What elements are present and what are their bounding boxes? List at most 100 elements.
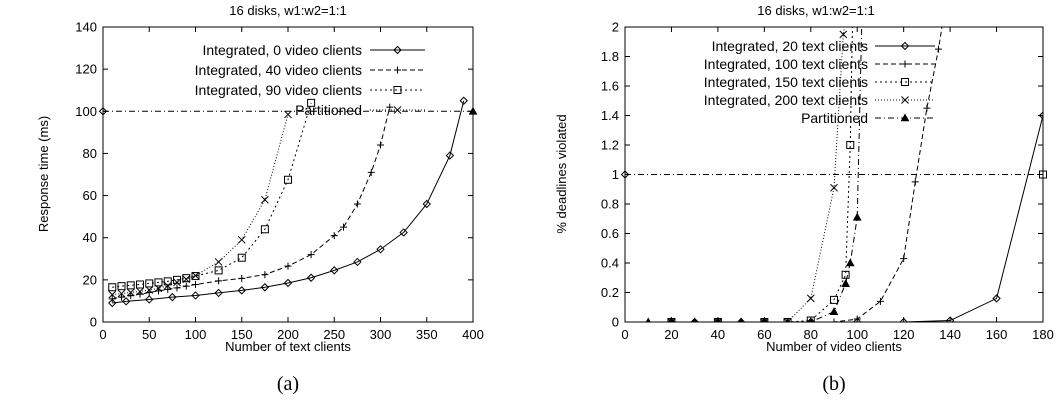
chart-a-series-0-point	[422, 199, 431, 209]
chart-a-series-1-point	[164, 285, 172, 293]
chart-b-series-1-point	[876, 297, 884, 305]
chart-b-caption: (b)	[822, 373, 845, 395]
chart-b-legend-marker-3	[901, 96, 909, 104]
chart-b-series-4-point	[645, 317, 651, 322]
chart-a-series-0-point	[399, 228, 408, 237]
chart-b-series-1-point	[900, 255, 908, 263]
chart-b-series	[620, 27, 1047, 322]
chart-a-y-tick-label: 80	[83, 146, 97, 161]
chart-a-series-2-point	[191, 272, 200, 281]
chart-a-series-2-point	[117, 282, 126, 291]
chart-b-series-3-line	[671, 27, 845, 322]
chart-b-series-4-point	[785, 317, 791, 322]
chart-a-caption: (a)	[277, 373, 299, 395]
chart-a-series-1-point	[182, 282, 190, 290]
chart-a-series-1-point	[386, 103, 394, 111]
chart-b-series-0-point	[1038, 111, 1043, 120]
chart-b-y-tick-label: 2	[612, 20, 619, 35]
chart-a-y-axis-label: Response time (ms)	[36, 116, 51, 232]
chart-a-series-2-point	[182, 274, 191, 283]
chart-b-legend-marker-0	[900, 41, 910, 51]
chart-b-series-4-point	[829, 307, 839, 315]
chart-a-series-3-point	[261, 195, 269, 204]
chart-b-series-3-point	[760, 318, 769, 322]
chart-b-series-0-point	[667, 317, 676, 322]
chart-b-x-axis-label: Number of video clients	[766, 339, 902, 354]
chart-a-legend-marker-3	[393, 106, 402, 114]
chart-b-reference-marker-left	[620, 170, 630, 179]
chart-b-series-3-point	[839, 30, 848, 39]
chart-b-x-tick-label: 0	[621, 327, 628, 342]
chart-b-y-tick-label: 1.2	[601, 138, 619, 153]
chart-a-series-0-point	[376, 245, 385, 254]
chart-a-reference-marker-left	[98, 107, 108, 116]
chart-b-series-4-point	[668, 317, 674, 322]
chart-a-legend-marker-0	[393, 45, 402, 55]
chart-b-series-1-point	[911, 178, 919, 186]
chart-b-x-tick-label: 120	[893, 327, 915, 342]
chart-a-series-0-point	[108, 298, 117, 308]
chart-b-series-4-point	[841, 279, 850, 287]
chart-b-y-tick-label: 1	[612, 167, 619, 182]
chart-a-series-2-point	[284, 175, 292, 184]
chart-a-series-0-point	[191, 291, 200, 300]
chart-a-series-1-line	[112, 106, 391, 300]
chart-a-legend-label-2: Integrated, 90 video clients	[195, 82, 362, 98]
chart-a-x-tick-label: 300	[370, 327, 392, 342]
chart-b-series-2-point	[806, 316, 815, 322]
chart-b-series-4-point	[852, 212, 862, 221]
chart-b-legend-label-0: Integrated, 20 text clients	[712, 38, 868, 54]
chart-b-x-tick-label: 60	[757, 327, 771, 342]
chart-a-series-0-point	[306, 273, 316, 282]
chart-a-series-2-point	[145, 279, 154, 288]
chart-a-series-2-point	[214, 266, 223, 275]
chart-a-series-0-point	[353, 257, 362, 267]
chart-b-series-1-point	[923, 104, 931, 112]
chart-a-y-tick-label: 60	[83, 188, 97, 203]
chart-a-series-0-point	[214, 288, 223, 298]
chart-a-series-3-point	[163, 281, 172, 290]
chart-b-series-clip	[625, 27, 1043, 322]
chart-a-series-1-point	[215, 277, 223, 285]
chart-b-x-tick-label: 100	[846, 327, 868, 342]
chart-b-legend-marker-4	[900, 113, 910, 122]
chart-a-legend-label-0: Integrated, 0 video clients	[202, 42, 362, 58]
chart-a-series-3-point	[126, 288, 135, 297]
chart-a-series-1-point	[118, 293, 125, 301]
chart-a-series-0-point	[445, 151, 455, 160]
chart-b-y-tick-label: 1.4	[601, 108, 619, 123]
chart-a-series-3-point	[237, 235, 246, 244]
chart-a-series-3-point	[136, 287, 144, 296]
chart-a-y-tick-label: 0	[90, 315, 97, 330]
chart-b-y-tick-label: 0.8	[601, 197, 619, 212]
chart-b-x-tick-label: 80	[804, 327, 818, 342]
chart-a-series-1-point	[340, 223, 347, 231]
chart-a-series-3-line	[112, 114, 289, 296]
chart-a-y-tick-label: 20	[83, 272, 97, 287]
chart-a-series-1-point	[192, 280, 199, 288]
chart-b-legend-marker-2	[901, 78, 909, 86]
chart-b-legend-label-2: Integrated, 150 text clients	[704, 74, 868, 90]
chart-a-x-tick-label: 150	[231, 327, 253, 342]
chart-b-series-2-point	[841, 270, 850, 279]
chart-a-series-0-point	[237, 286, 246, 295]
chart-a-legend-label-3: Partitioned	[295, 102, 362, 118]
chart-b-y-tick-label: 0	[612, 315, 619, 330]
chart-a-series-1-point	[330, 232, 338, 240]
chart-a-series-1-point	[307, 251, 315, 259]
chart-a-series-1-point	[173, 284, 181, 292]
chart-a-series-2-point	[108, 283, 117, 292]
chart-b-series-3-point	[806, 294, 815, 303]
chart-b-series-1-point	[853, 315, 861, 322]
chart-a-series-2-point	[154, 278, 163, 287]
chart-a-y-tick-label: 40	[83, 230, 97, 245]
chart-b-series-1-point	[830, 318, 838, 322]
chart-b-reference-marker-right	[1039, 170, 1047, 179]
chart-a-x-tick-label: 200	[277, 327, 299, 342]
chart-b-legend-marker-1	[901, 60, 909, 68]
chart-a-series-1-point	[261, 271, 269, 279]
chart-a-legend-marker-1	[394, 66, 401, 74]
chart-a: 16 disks, w1:w2=1:1 Number of text clien…	[36, 3, 484, 395]
chart-a-title: 16 disks, w1:w2=1:1	[229, 3, 346, 18]
chart-a-series-1-point	[353, 200, 361, 208]
